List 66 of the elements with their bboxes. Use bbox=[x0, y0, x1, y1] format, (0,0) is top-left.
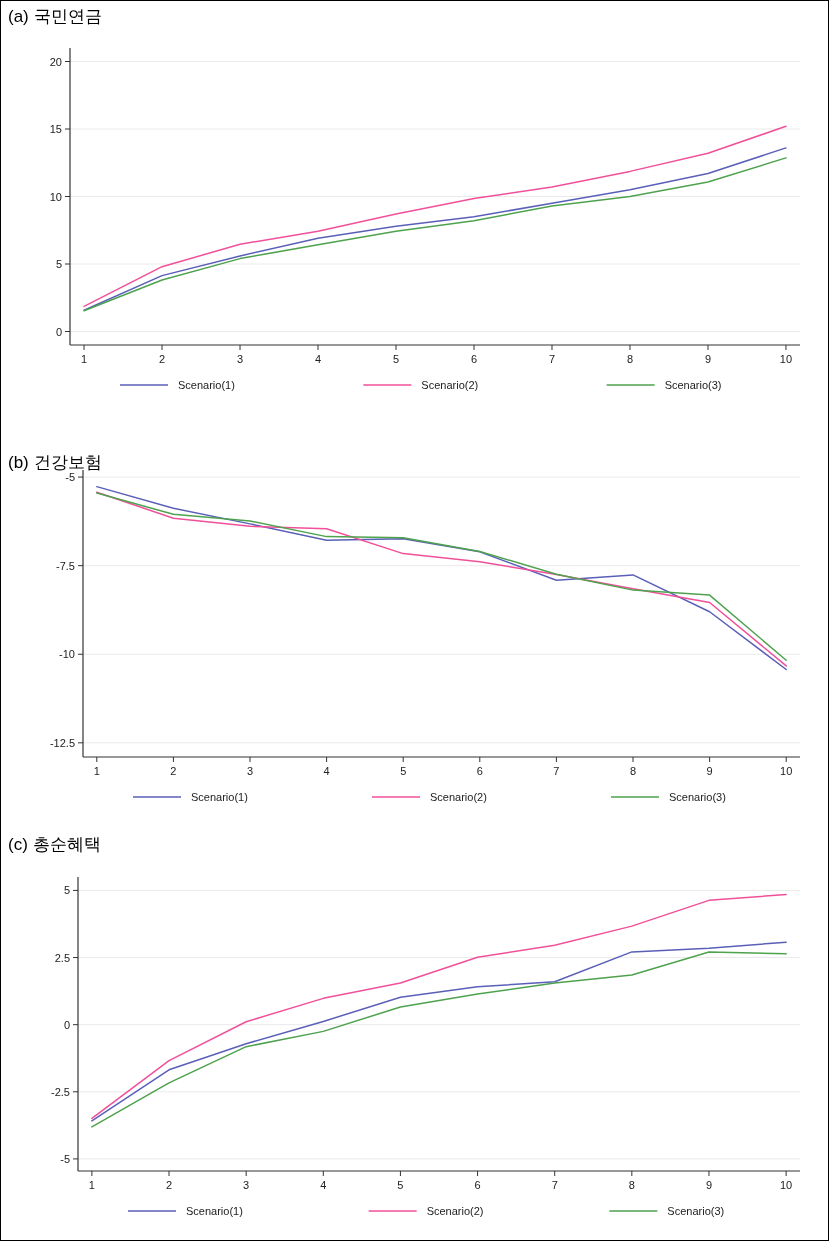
legend-item: Scenario(2) bbox=[362, 379, 479, 391]
y-tick-label: -5 bbox=[65, 471, 75, 484]
x-tick-label: 7 bbox=[553, 765, 560, 777]
legend-item: Scenario(1) bbox=[132, 791, 248, 803]
legend-label: Scenario(1) bbox=[178, 379, 235, 391]
legend-label: Scenario(3) bbox=[669, 791, 726, 803]
line-series bbox=[91, 893, 787, 1120]
x-tick-label: 4 bbox=[314, 353, 322, 365]
chart-title: (a) 국민연금 bbox=[8, 7, 102, 26]
x-tick-label: 7 bbox=[551, 1179, 558, 1191]
x-tick-label: 10 bbox=[780, 765, 793, 777]
legend-label: Scenario(3) bbox=[667, 1205, 725, 1217]
x-tick-label: 2 bbox=[158, 353, 166, 365]
x-tick-label: 5 bbox=[400, 765, 407, 777]
legend-item: Scenario(3) bbox=[608, 1205, 725, 1217]
y-tick-label: 10 bbox=[49, 190, 62, 203]
x-tick-label: 6 bbox=[474, 1179, 481, 1191]
y-tick-label: -2.5 bbox=[51, 1085, 70, 1098]
y-tick-label: -7.5 bbox=[56, 559, 75, 572]
legend-item: Scenario(3) bbox=[610, 791, 726, 803]
x-tick-label: 8 bbox=[628, 1179, 635, 1191]
legend-label: Scenario(1) bbox=[186, 1205, 243, 1217]
legend-label: Scenario(2) bbox=[426, 1205, 484, 1217]
x-tick-label: 10 bbox=[779, 1179, 793, 1191]
legend-item: Scenario(3) bbox=[605, 379, 722, 391]
x-tick-label: 8 bbox=[626, 353, 634, 365]
chart-title: (b) 건강보험 bbox=[8, 453, 102, 472]
legend-label: Scenario(1) bbox=[191, 791, 248, 803]
x-tick-label: 1 bbox=[88, 1179, 95, 1191]
x-tick-label: 7 bbox=[548, 353, 556, 365]
y-tick-label: 0 bbox=[55, 325, 62, 338]
x-tick-label: 8 bbox=[629, 765, 637, 777]
y-tick-label: 2.5 bbox=[54, 951, 70, 964]
x-tick-label: 9 bbox=[705, 1179, 713, 1191]
legend-label: Scenario(2) bbox=[430, 791, 487, 803]
x-tick-label: 1 bbox=[80, 353, 88, 365]
y-tick-label: -12.5 bbox=[49, 736, 75, 749]
legend-label: Scenario(2) bbox=[421, 379, 479, 391]
legend-item: Scenario(1) bbox=[119, 379, 235, 391]
legend-item: Scenario(2) bbox=[367, 1205, 484, 1217]
x-tick-label: 4 bbox=[323, 765, 330, 777]
y-tick-label: -10 bbox=[59, 648, 75, 661]
x-tick-label: 2 bbox=[165, 1179, 173, 1191]
x-tick-label: 3 bbox=[236, 353, 244, 365]
y-tick-label: 5 bbox=[63, 884, 70, 897]
y-tick-label: 20 bbox=[49, 55, 62, 68]
x-tick-label: 4 bbox=[320, 1179, 327, 1191]
legend-item: Scenario(2) bbox=[371, 791, 487, 803]
x-tick-label: 1 bbox=[93, 765, 100, 777]
y-tick-label: 15 bbox=[49, 123, 62, 135]
x-tick-label: 10 bbox=[779, 353, 793, 365]
x-tick-label: 2 bbox=[170, 765, 177, 777]
y-tick-label: -5 bbox=[60, 1152, 70, 1165]
x-tick-label: 9 bbox=[706, 765, 713, 777]
x-tick-label: 5 bbox=[392, 353, 400, 365]
x-tick-label: 5 bbox=[397, 1179, 404, 1191]
x-tick-label: 6 bbox=[476, 765, 483, 777]
legend-item: Scenario(1) bbox=[127, 1205, 243, 1217]
x-tick-label: 9 bbox=[704, 353, 712, 365]
x-tick-label: 3 bbox=[243, 1179, 250, 1191]
y-tick-label: 5 bbox=[55, 258, 62, 270]
chart-title: (c) 총순혜택 bbox=[8, 835, 101, 854]
x-tick-label: 3 bbox=[246, 765, 254, 777]
legend-label: Scenario(3) bbox=[664, 379, 722, 391]
x-tick-label: 6 bbox=[470, 353, 478, 365]
y-tick-label: 0 bbox=[63, 1018, 70, 1031]
